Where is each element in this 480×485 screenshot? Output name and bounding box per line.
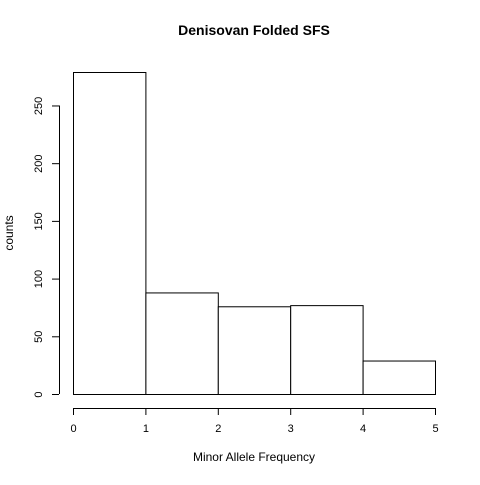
y-tick-label: 150 bbox=[33, 212, 45, 230]
y-tick-label: 200 bbox=[33, 154, 45, 172]
y-tick-label: 250 bbox=[33, 97, 45, 115]
histogram-bar bbox=[73, 72, 147, 395]
x-tick-label: 2 bbox=[215, 423, 221, 435]
y-tick-label: 0 bbox=[33, 391, 45, 397]
histogram-bar bbox=[217, 306, 292, 396]
histogram-bar bbox=[145, 292, 219, 396]
x-tick-label: 0 bbox=[70, 423, 76, 435]
x-tick-label: 5 bbox=[432, 423, 438, 435]
y-axis-label: counts bbox=[2, 215, 16, 250]
x-tick-label: 4 bbox=[360, 423, 366, 435]
x-axis-label: Minor Allele Frequency bbox=[193, 450, 315, 464]
y-axis: 0 50 100 150 200 250 bbox=[33, 97, 60, 398]
bars-group bbox=[73, 72, 437, 396]
y-tick-label: 50 bbox=[33, 331, 45, 343]
x-tick-label: 3 bbox=[288, 423, 294, 435]
chart-title: Denisovan Folded SFS bbox=[178, 22, 330, 38]
x-tick-label: 1 bbox=[143, 423, 149, 435]
y-tick-label: 100 bbox=[33, 270, 45, 288]
x-axis: 0 1 2 3 4 5 bbox=[70, 408, 439, 435]
histogram-bar bbox=[362, 360, 437, 395]
histogram-bar bbox=[290, 305, 364, 396]
